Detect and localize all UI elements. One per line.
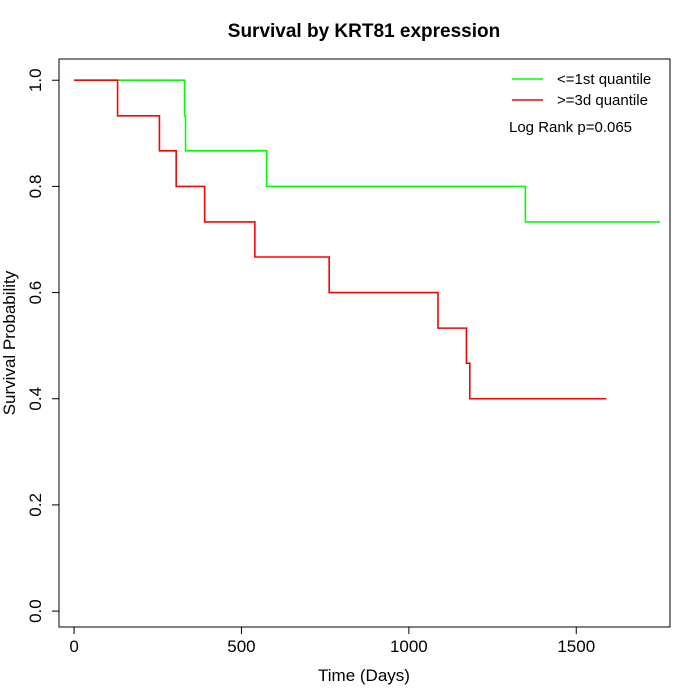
chart-title: Survival by KRT81 expression	[228, 21, 500, 42]
y-axis: 0.0 0.2 0.4 0.6 0.8 1.0	[26, 68, 60, 623]
legend-label-2: >=3d quantile	[557, 92, 648, 109]
series-line-1	[74, 79, 660, 223]
y-tick-label: 0.4	[26, 387, 45, 411]
plot-frame	[58, 58, 671, 628]
x-axis: 0 500 1000 1500	[69, 626, 595, 656]
series-line-2	[74, 79, 607, 400]
x-tick-label: 500	[227, 637, 255, 656]
log-rank-annotation: Log Rank p=0.065	[509, 119, 632, 136]
y-tick-label: 0.0	[26, 599, 45, 623]
x-tick-label: 1000	[390, 637, 428, 656]
x-axis-label: Time (Days)	[318, 666, 410, 685]
x-tick-label: 0	[69, 637, 78, 656]
y-axis-label: Survival Probability	[0, 270, 19, 415]
legend-label-1: <=1st quantile	[557, 71, 651, 88]
x-tick-label: 1500	[557, 637, 595, 656]
y-tick-label: 0.6	[26, 281, 45, 305]
y-tick-label: 1.0	[26, 68, 45, 92]
legend: <=1st quantile >=3d quantile	[512, 71, 651, 109]
y-tick-label: 0.2	[26, 493, 45, 517]
y-tick-label: 0.8	[26, 175, 45, 199]
series-group	[74, 79, 660, 400]
